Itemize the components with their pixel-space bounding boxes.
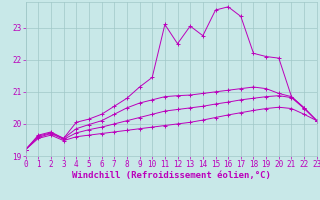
X-axis label: Windchill (Refroidissement éolien,°C): Windchill (Refroidissement éolien,°C) [72, 171, 271, 180]
